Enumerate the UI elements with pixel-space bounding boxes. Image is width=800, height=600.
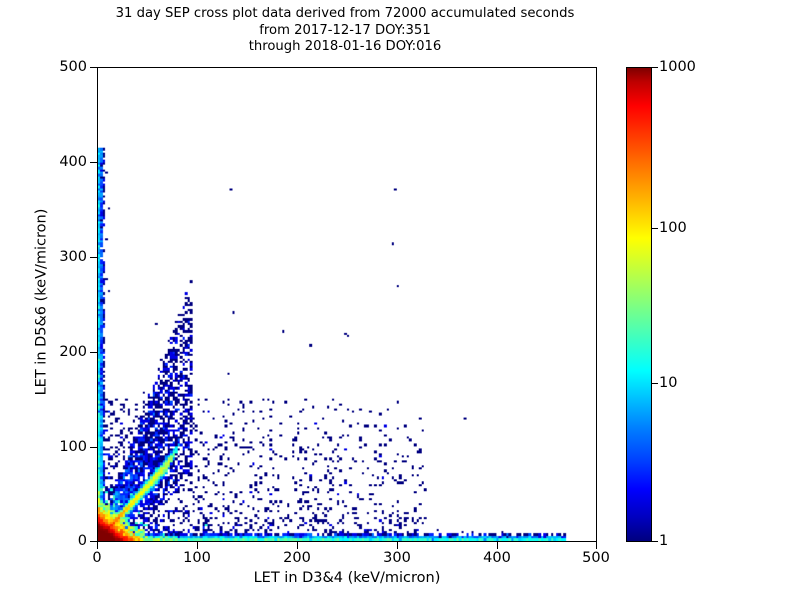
y-axis-label: LET in D5&6 (keV/micron) [33, 208, 50, 396]
colorbar-ticklabel-1000: 1000 [659, 59, 696, 75]
x-tick-100 [197, 542, 199, 549]
x-tick-300 [397, 542, 399, 549]
x-tick-0 [97, 542, 99, 549]
colorbar-ticklabel-100: 100 [659, 220, 687, 236]
x-ticklabel-200: 200 [283, 550, 311, 566]
colorbar-ticklabel-1: 1 [659, 533, 669, 549]
y-tick-300 [90, 257, 97, 259]
plot-title-line-3: through 2018-01-16 DOY:016 [248, 39, 442, 55]
y-tick-400 [90, 162, 97, 164]
x-ticklabel-0: 0 [92, 550, 102, 566]
x-tick-500 [596, 542, 598, 549]
x-ticklabel-500: 500 [582, 550, 610, 566]
y-tick-100 [90, 447, 97, 449]
plot-axes-frame [97, 67, 597, 542]
y-tick-0 [90, 541, 97, 543]
plot-title: 31 day SEP cross plot data derived from … [0, 6, 690, 56]
colorbar-gradient [626, 67, 652, 542]
colorbar-tick-1 [652, 541, 658, 543]
y-tick-500 [90, 67, 97, 69]
plot-title-line-1: 31 day SEP cross plot data derived from … [115, 6, 575, 21]
x-tick-400 [497, 542, 499, 549]
x-ticklabel-100: 100 [183, 550, 211, 566]
colorbar-tick-10 [652, 383, 658, 385]
x-axis-label: LET in D3&4 (keV/micron) [253, 570, 441, 586]
colorbar-tick-1000 [652, 67, 658, 69]
y-ticklabel-200: 200 [59, 344, 87, 360]
y-ticklabel-400: 400 [59, 154, 87, 170]
scatter-heatmap-canvas [98, 68, 596, 541]
y-ticklabel-500: 500 [59, 59, 87, 75]
y-ticklabel-100: 100 [59, 439, 87, 455]
y-tick-200 [90, 352, 97, 354]
plot-title-line-2: from 2017-12-17 DOY:351 [259, 22, 431, 38]
x-ticklabel-300: 300 [383, 550, 411, 566]
y-ticklabel-300: 300 [59, 249, 87, 265]
colorbar-ticklabel-10: 10 [659, 375, 678, 391]
colorbar-tick-100 [652, 228, 658, 230]
x-tick-200 [297, 542, 299, 549]
y-ticklabel-0: 0 [77, 533, 87, 549]
x-ticklabel-400: 400 [483, 550, 511, 566]
